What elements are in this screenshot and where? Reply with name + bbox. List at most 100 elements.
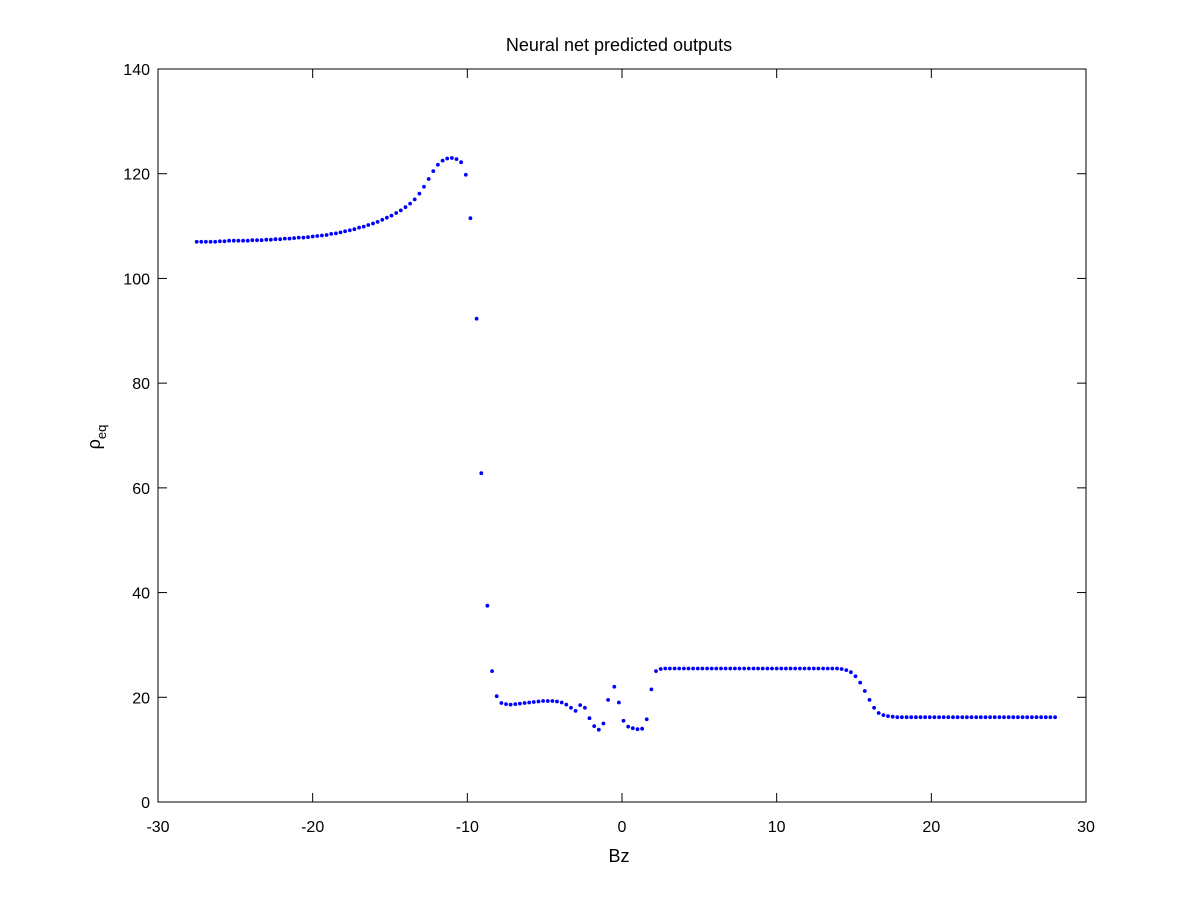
x-tick-label: 0 — [618, 819, 627, 836]
data-point — [978, 715, 983, 720]
data-point — [292, 236, 296, 241]
x-tick-label: -20 — [301, 819, 324, 836]
data-point — [941, 715, 946, 720]
data-point — [329, 232, 334, 236]
data-point — [1020, 715, 1025, 720]
data-point — [592, 724, 597, 728]
data-point — [403, 205, 408, 210]
data-point — [1039, 715, 1043, 720]
data-point — [774, 666, 779, 671]
data-point — [811, 666, 816, 671]
data-point — [1043, 715, 1048, 720]
data-point — [587, 716, 592, 721]
data-point — [218, 239, 222, 244]
chart-title: Neural net predicted outputs — [506, 35, 732, 55]
y-tick-label: 40 — [132, 586, 150, 603]
data-point — [830, 666, 835, 671]
data-point — [1034, 715, 1039, 720]
data-point — [499, 701, 504, 705]
data-point — [765, 666, 770, 671]
data-point — [835, 666, 839, 671]
data-point — [569, 705, 573, 710]
data-point — [867, 698, 872, 702]
data-point — [385, 215, 389, 220]
data-point — [630, 726, 635, 731]
data-point — [649, 687, 654, 692]
data-point — [389, 213, 394, 218]
data-point — [347, 228, 352, 233]
data-point — [375, 220, 380, 224]
data-point — [798, 666, 802, 671]
data-point — [946, 715, 951, 720]
data-point — [213, 239, 218, 244]
x-tick-label: 30 — [1077, 819, 1095, 836]
data-point — [564, 702, 569, 707]
data-point — [960, 715, 965, 720]
y-tick-label: 100 — [123, 271, 150, 288]
data-point — [536, 699, 541, 704]
data-point — [398, 208, 403, 213]
data-point — [825, 666, 830, 671]
data-point — [440, 158, 445, 163]
data-point — [474, 316, 479, 321]
data-point — [301, 235, 306, 240]
data-point — [236, 238, 241, 243]
data-point — [527, 700, 532, 705]
y-axis-ticks: 0 20 40 60 80 100 120 140 — [123, 62, 1086, 812]
data-point — [204, 239, 208, 244]
data-point — [709, 666, 714, 671]
data-point — [445, 156, 450, 161]
data-point — [306, 235, 310, 240]
data-point — [231, 238, 236, 243]
data-point — [380, 217, 385, 222]
data-point — [937, 715, 941, 720]
data-point — [658, 667, 663, 671]
data-point — [573, 709, 578, 713]
data-point — [612, 684, 617, 689]
data-point — [550, 699, 555, 703]
data-point — [371, 221, 375, 226]
data-point — [1053, 715, 1057, 720]
data-point — [431, 169, 436, 174]
y-tick-label: 80 — [132, 376, 150, 393]
data-point — [199, 239, 204, 244]
data-point — [927, 715, 932, 720]
data-point — [853, 674, 858, 679]
x-tick-label: -30 — [146, 819, 169, 836]
y-axis-label: ρeq — [84, 425, 109, 450]
data-point — [606, 698, 610, 702]
data-point — [508, 702, 513, 707]
y-tick-label: 140 — [123, 62, 150, 79]
data-point — [245, 238, 250, 243]
data-point — [255, 238, 259, 243]
data-point — [436, 162, 440, 167]
data-point — [793, 666, 798, 671]
data-point — [601, 721, 606, 726]
data-point — [412, 197, 417, 202]
data-point — [900, 715, 904, 720]
data-point — [691, 666, 695, 671]
data-point — [522, 701, 527, 705]
data-point — [454, 157, 459, 162]
data-point — [904, 715, 909, 720]
data-point — [784, 666, 788, 671]
data-point — [1048, 715, 1053, 720]
data-point — [723, 666, 728, 671]
data-point — [278, 237, 283, 242]
data-point — [682, 666, 686, 671]
data-point — [541, 699, 545, 703]
data-point — [890, 714, 895, 719]
data-point — [450, 156, 454, 160]
data-point — [779, 666, 784, 671]
data-point — [366, 223, 371, 227]
data-point — [969, 715, 974, 720]
data-point — [352, 227, 357, 232]
data-point — [208, 239, 213, 244]
data-point — [320, 233, 324, 238]
data-point — [494, 694, 499, 699]
data-point — [965, 715, 969, 720]
data-point — [886, 714, 890, 718]
data-point — [881, 713, 886, 717]
data-point — [357, 225, 361, 230]
